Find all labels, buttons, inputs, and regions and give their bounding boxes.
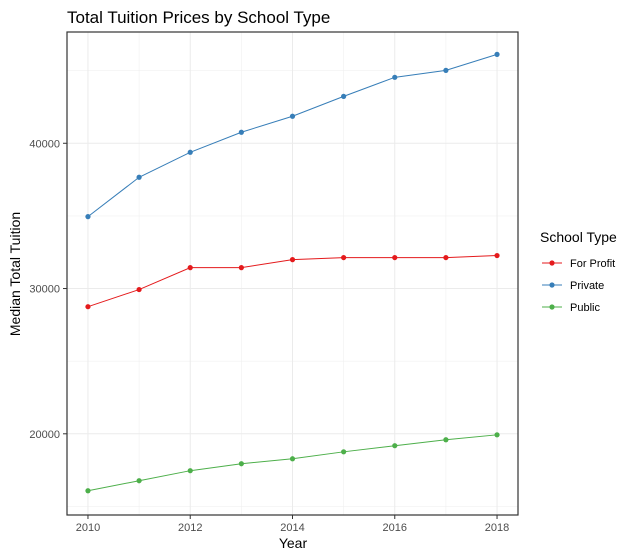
data-point (494, 432, 500, 438)
data-point (341, 449, 347, 455)
data-point (341, 254, 347, 261)
x-tick-label: 2010 (76, 522, 100, 534)
x-tick-label: 2012 (178, 522, 202, 534)
y-tick-label: 30000 (29, 284, 60, 296)
data-point (494, 252, 500, 259)
data-point (136, 478, 142, 484)
chart-title: Total Tuition Prices by School Type (67, 8, 330, 27)
data-point (443, 67, 449, 73)
legend-key-point (549, 304, 555, 310)
data-point (289, 257, 296, 263)
data-point (494, 51, 500, 57)
data-point (136, 286, 142, 293)
series-lines (85, 51, 500, 494)
data-point (85, 488, 91, 494)
data-point (85, 304, 91, 310)
data-point (238, 461, 244, 467)
data-point (238, 265, 244, 271)
data-point (392, 254, 398, 261)
x-tick-label: 2018 (485, 522, 509, 534)
grid (67, 32, 518, 515)
data-point (187, 149, 193, 155)
data-point (136, 174, 142, 180)
data-point (443, 437, 449, 443)
data-point (392, 74, 398, 80)
data-point (443, 254, 449, 261)
axes: 2010 2012 2014 2016 2018 20000 30000 40000 (29, 138, 509, 534)
data-point (289, 113, 296, 119)
data-point (187, 468, 193, 474)
data-point (238, 129, 244, 135)
data-point (85, 214, 91, 220)
x-axis-label: Year (279, 535, 308, 551)
x-tick-label: 2014 (280, 522, 304, 534)
data-point (341, 93, 347, 99)
legend-label: Private (570, 280, 604, 292)
data-point (392, 443, 398, 449)
legend-label: For Profit (570, 258, 615, 270)
legend: For Profit Private Public (542, 258, 615, 314)
legend-label: Public (570, 302, 600, 314)
legend-key-point (549, 260, 555, 266)
data-point (289, 456, 296, 462)
data-point (187, 265, 193, 271)
y-axis-label: Median Total Tuition (7, 212, 23, 336)
legend-title: School Type (540, 229, 617, 245)
y-tick-label: 40000 (29, 138, 60, 150)
y-tick-label: 20000 (29, 429, 60, 441)
legend-key-point (549, 282, 555, 288)
x-tick-label: 2016 (383, 522, 407, 534)
